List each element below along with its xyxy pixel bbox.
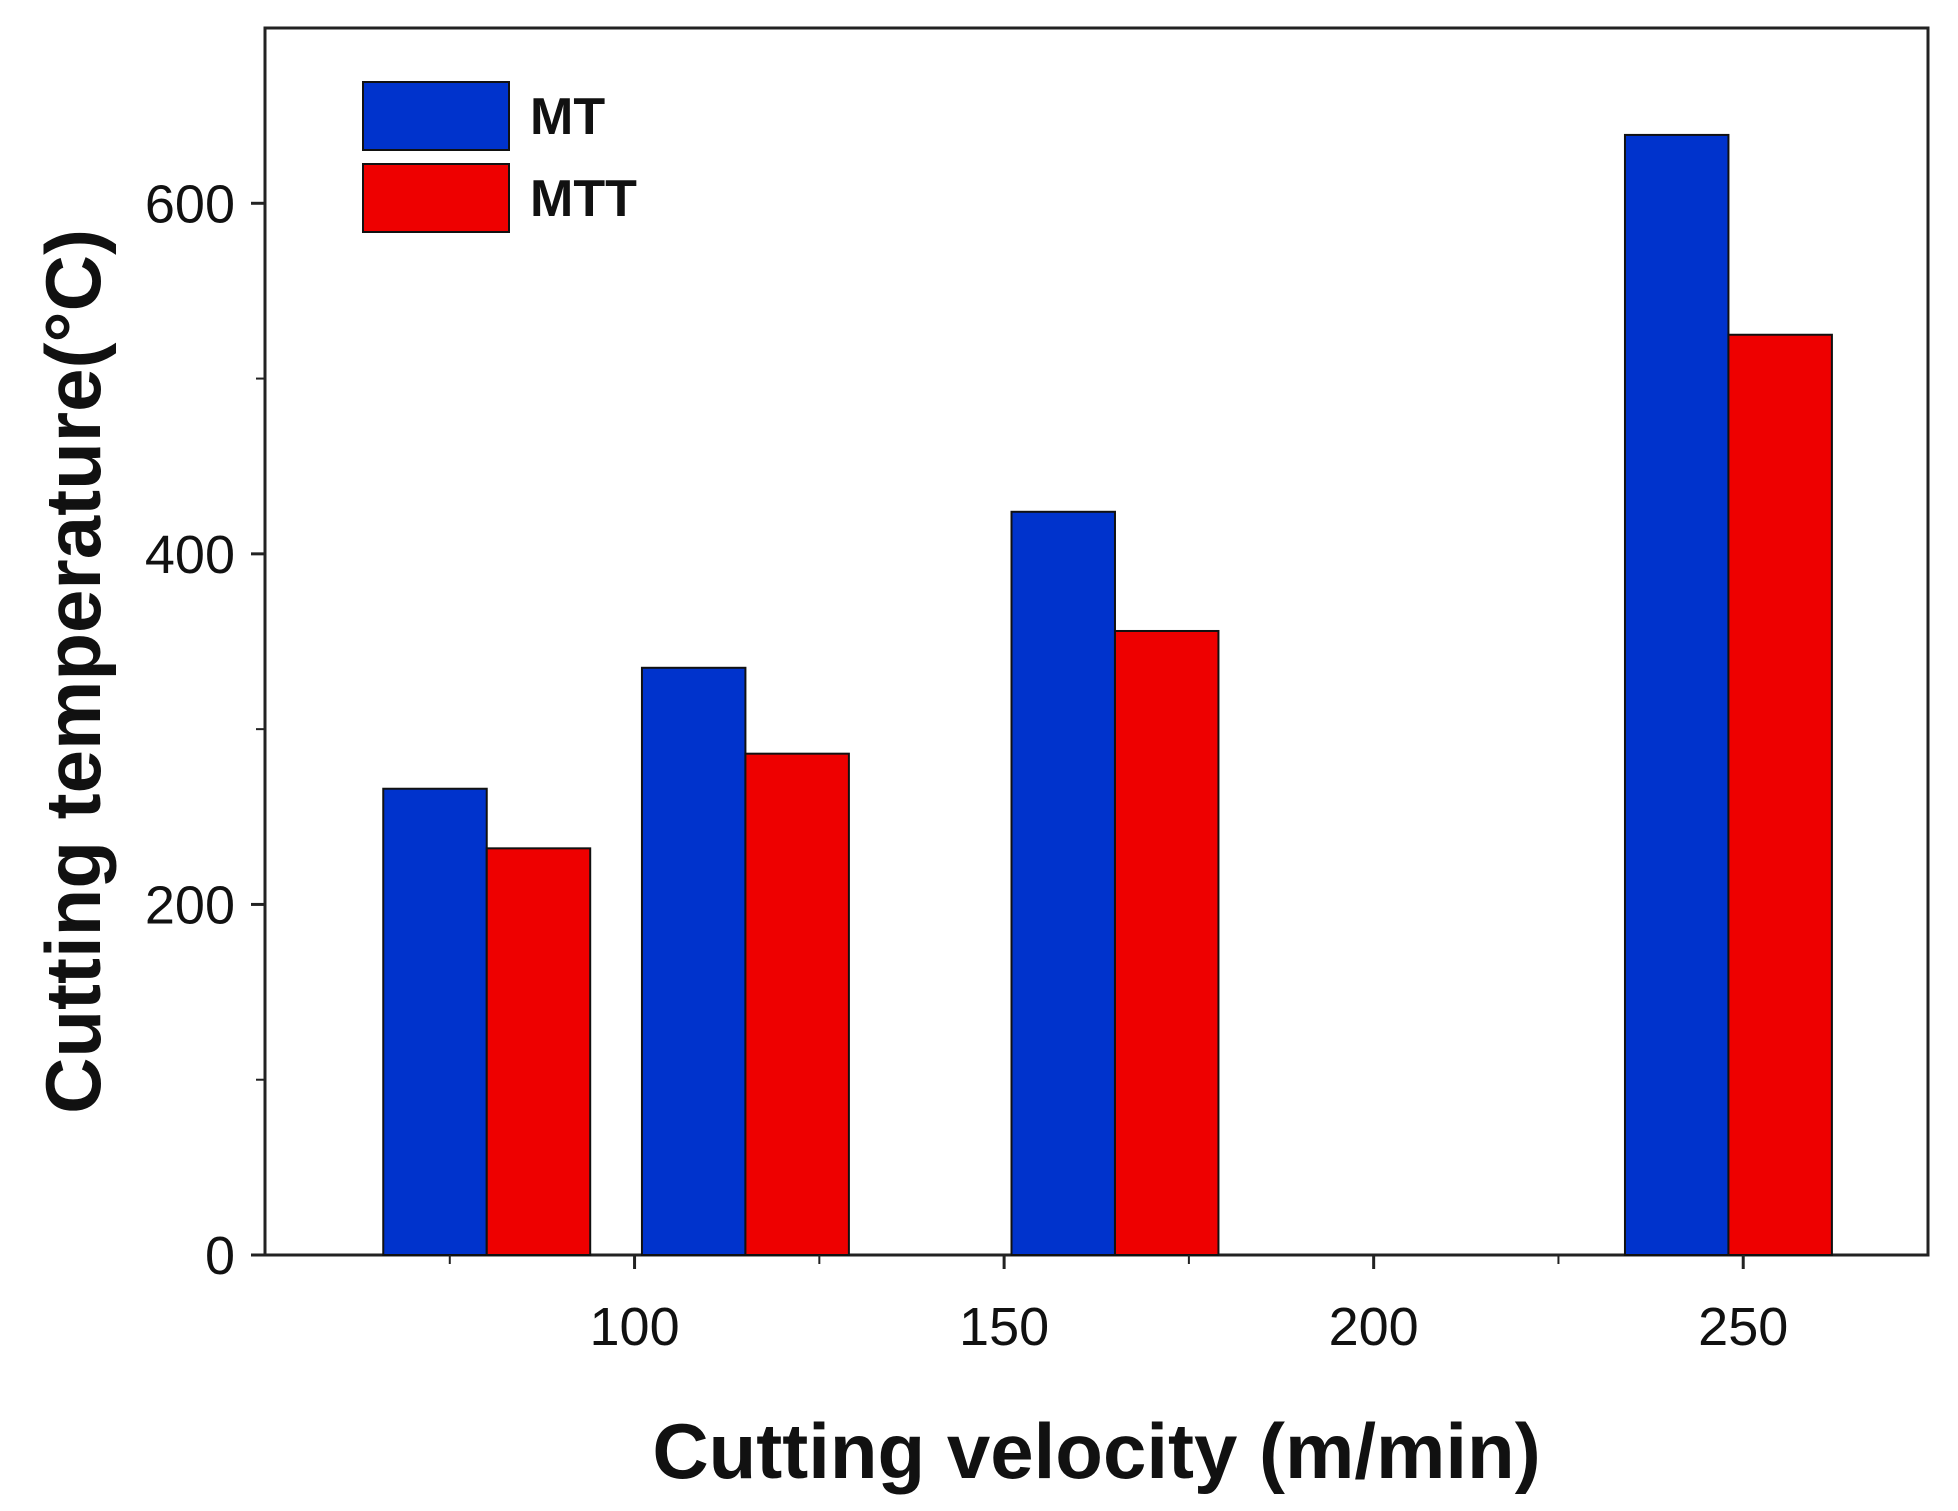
x-tick-label: 100 — [590, 1297, 680, 1357]
bar-mtt-165 — [1113, 629, 1220, 1256]
y-axis: 0 200 400 600 — [145, 174, 265, 1286]
legend-label-mt: MT — [530, 88, 605, 146]
bar-mt-80 — [382, 787, 488, 1256]
bar-mtt-248 — [1727, 333, 1833, 1256]
y-tick-label: 200 — [145, 875, 235, 935]
x-axis: 100 150 200 250 — [448, 1255, 1788, 1357]
bar-mt-248 — [1623, 133, 1730, 1256]
bar-mtt-115 — [744, 752, 850, 1256]
x-tick-label: 150 — [959, 1297, 1049, 1357]
x-tick-label: 250 — [1698, 1297, 1788, 1357]
bars-group — [382, 133, 1833, 1257]
bar-mtt-80 — [485, 847, 592, 1257]
bar-mt-165 — [1010, 510, 1116, 1256]
x-tick-label: 200 — [1329, 1297, 1419, 1357]
x-axis-title: Cutting velocity (m/min) — [652, 1407, 1540, 1495]
y-tick-label: 400 — [145, 525, 235, 585]
y-tick-label: 600 — [145, 174, 235, 234]
y-axis-title: Cutting temperature(°C) — [29, 229, 117, 1114]
legend: MT MTT — [362, 81, 637, 233]
legend-label-mtt: MTT — [530, 170, 637, 228]
y-tick-label: 0 — [205, 1226, 235, 1286]
legend-swatch-mtt — [362, 163, 510, 233]
legend-swatch-mt — [362, 81, 510, 151]
bar-mt-115 — [640, 666, 747, 1256]
